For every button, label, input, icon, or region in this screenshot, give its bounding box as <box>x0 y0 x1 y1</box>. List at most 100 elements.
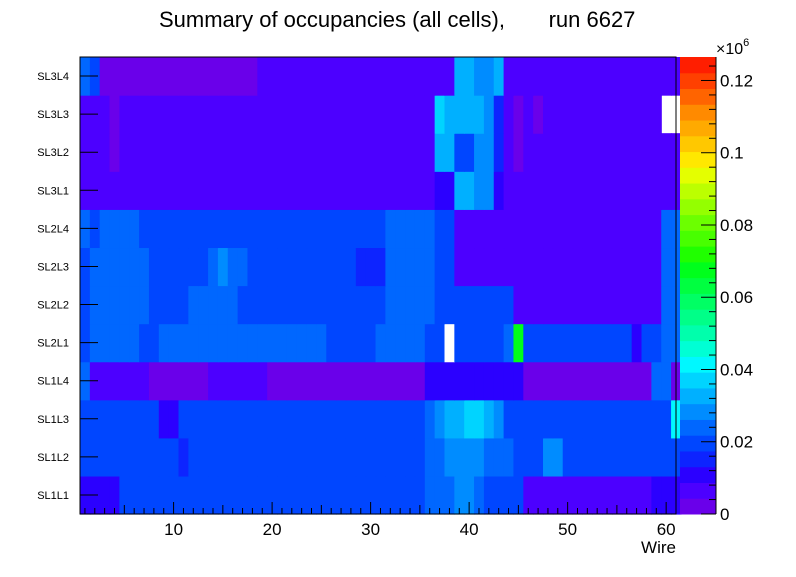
heatmap-cell <box>651 133 662 172</box>
heatmap-cell <box>611 285 623 325</box>
colorbar-swatch <box>680 450 716 468</box>
heatmap-cell <box>109 361 120 401</box>
heatmap-cell <box>198 323 209 363</box>
heatmap-cell <box>257 247 268 287</box>
heatmap-cell <box>543 361 554 401</box>
heatmap-cell <box>208 437 219 477</box>
heatmap-cell <box>188 437 199 477</box>
heatmap-cell <box>178 209 189 249</box>
heatmap-cell <box>395 323 406 363</box>
heatmap-cell <box>631 361 643 401</box>
heatmap-cell <box>503 323 515 363</box>
colorbar-swatch <box>680 120 716 137</box>
heatmap-cell <box>99 323 111 363</box>
heatmap-cell <box>267 361 278 401</box>
heatmap-cell <box>247 323 258 363</box>
heatmap-cell <box>503 171 515 210</box>
heatmap-cell <box>444 437 455 477</box>
heatmap-cell <box>345 209 357 249</box>
heatmap-cell <box>405 95 416 134</box>
heatmap-cell <box>326 475 337 515</box>
heatmap-cell <box>277 475 288 515</box>
heatmap-cell <box>454 285 465 325</box>
heatmap-cell <box>109 57 120 96</box>
heatmap-cell <box>227 399 239 439</box>
heatmap-cell <box>198 133 209 172</box>
colorbar-swatch <box>680 57 716 74</box>
heatmap-cell <box>119 247 130 287</box>
heatmap-cell <box>119 437 130 477</box>
y-tick-label-sl2l2: SL2L2 <box>37 300 69 312</box>
heatmap-cell <box>375 285 386 325</box>
heatmap-cell <box>316 133 327 172</box>
heatmap-cell <box>257 475 268 515</box>
heatmap-cell <box>444 133 455 172</box>
heatmap-cell <box>336 361 347 401</box>
heatmap-cell <box>641 399 652 439</box>
heatmap-cell <box>434 57 446 96</box>
heatmap-cell <box>651 475 662 515</box>
heatmap-cell <box>503 57 515 96</box>
axes: 10 20 30 40 50 60 SL1L1 SL1L2 SL1L3 SL1L4 SL2L1 SL2… <box>37 71 675 539</box>
heatmap-cell <box>533 171 544 210</box>
heatmap-cell <box>336 437 347 477</box>
heatmap-cell <box>434 437 446 477</box>
heatmap-cell <box>611 133 623 172</box>
heatmap-cell <box>257 399 268 439</box>
heatmap-cell <box>602 95 613 134</box>
heatmap-cell <box>208 285 219 325</box>
heatmap-cell <box>582 475 593 515</box>
heatmap-cell <box>178 361 189 401</box>
heatmap-cell <box>424 323 436 363</box>
heatmap-cell <box>434 323 446 363</box>
heatmap-cell <box>444 57 455 96</box>
heatmap-cell <box>493 323 505 363</box>
colorbar-swatch <box>680 309 716 326</box>
heatmap-cell <box>306 95 318 134</box>
heatmap-cell <box>316 57 327 96</box>
heatmap-cell <box>464 399 475 439</box>
colorbar-tick-label: 0.02 <box>720 433 753 452</box>
heatmap-cell <box>237 323 249 363</box>
heatmap-cell <box>621 209 633 249</box>
y-tick-label-sl1l2: SL1L2 <box>37 452 69 464</box>
heatmap-cell <box>129 247 140 287</box>
heatmap-cell <box>188 399 199 439</box>
heatmap-cell <box>464 437 475 477</box>
heatmap-cell <box>326 95 337 134</box>
heatmap-cell <box>424 171 436 210</box>
heatmap-cell <box>188 95 199 134</box>
heatmap-cell <box>158 475 170 515</box>
heatmap-cell <box>631 57 643 96</box>
heatmap-cell <box>385 323 396 363</box>
heatmap-cell <box>178 247 189 287</box>
heatmap-cell <box>414 209 426 249</box>
heatmap-cell <box>286 399 298 439</box>
heatmap-cell <box>533 475 544 515</box>
heatmap-cell <box>582 209 593 249</box>
heatmap-cell <box>454 209 465 249</box>
heatmap-cell <box>543 209 554 249</box>
heatmap-cell <box>316 475 327 515</box>
heatmap-cell <box>129 475 140 515</box>
heatmap-cell <box>582 57 593 96</box>
heatmap-cell <box>139 171 150 210</box>
heatmap-cell <box>444 361 455 401</box>
heatmap-cell <box>139 437 150 477</box>
heatmap-cell <box>227 247 239 287</box>
heatmap-cell <box>503 133 515 172</box>
heatmap-cell <box>168 399 180 439</box>
heatmap-cell <box>208 209 219 249</box>
heatmap-cell <box>513 475 524 515</box>
heatmap-cell <box>168 57 180 96</box>
heatmap-cell <box>493 285 505 325</box>
x-tick-label: 30 <box>361 520 380 539</box>
heatmap-cell <box>375 399 386 439</box>
heatmap-cell <box>454 95 465 134</box>
heatmap-cell <box>513 209 524 249</box>
heatmap-cell <box>424 57 436 96</box>
heatmap-cell <box>562 171 574 210</box>
heatmap-cell <box>237 399 249 439</box>
heatmap-cell <box>464 133 475 172</box>
colorbar-swatch <box>680 293 716 310</box>
